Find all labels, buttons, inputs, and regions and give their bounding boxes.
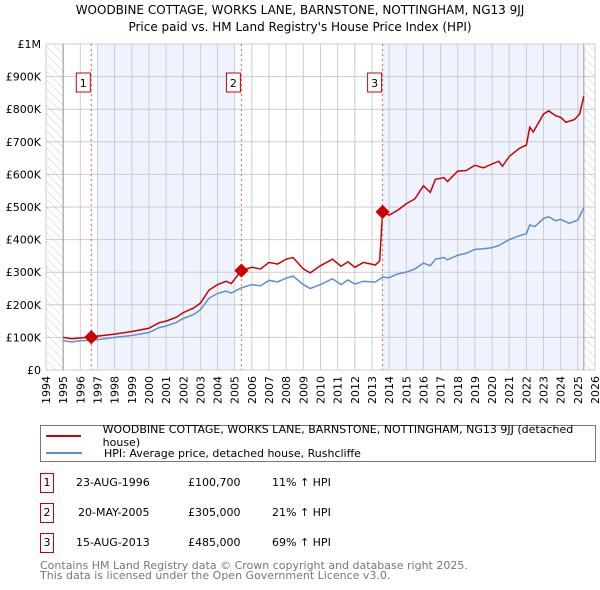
transaction-row: 3 15-AUG-2013 £485,000 69% ↑ HPI [40,533,440,553]
x-tick-label: 2025 [572,376,585,404]
transaction-date: 15-AUG-2013 [76,536,150,549]
transaction-row: 1 23-AUG-1996 £100,700 11% ↑ HPI [40,473,440,493]
x-tick-label: 2011 [332,376,345,404]
transaction-date: 20-MAY-2005 [78,506,150,519]
y-tick-label: £200K [6,299,42,312]
x-tick-label: 1994 [40,376,53,404]
x-tick-label: 2015 [400,376,413,404]
x-tick-label: 2007 [263,376,276,404]
transaction-number: 1 [40,473,54,493]
hpi-series-line [63,207,585,343]
footer-copyright: Contains HM Land Registry data © Crown c… [40,559,468,572]
x-tick-label: 2002 [177,376,190,404]
y-tick-label: £0 [27,364,41,377]
y-tick-label: £700K [6,136,42,149]
x-tick-label: 2021 [503,376,516,404]
chart-subtitle: Price paid vs. HM Land Registry's House … [128,20,472,34]
sale-label-box [367,72,383,93]
x-tick-label: 2016 [417,376,430,404]
footer-licence: This data is licensed under the Open Gov… [40,569,391,582]
y-tick-label: £300K [6,266,42,279]
chart-plot: 1994 1995 1996 1997 1998 1999 2000 2001 2002 2003… [6,38,600,404]
sale-label: 3 [371,77,378,90]
x-tick-label: 2014 [383,376,396,404]
x-tick-label: 2023 [538,376,551,404]
x-tick-label: 2017 [435,376,448,404]
y-tick-label: £600K [6,168,42,181]
x-tick-label: 2006 [246,376,259,404]
x-tick-label: 2009 [297,376,310,404]
sale-point [84,330,99,345]
transaction-number: 2 [40,503,54,523]
y-tick-label: £1M [18,38,42,51]
x-tick-label: 2012 [349,376,362,404]
x-tick-label: 1996 [74,376,87,404]
x-tick-label: 2024 [555,376,568,404]
legend-item-property: WOODBINE COTTAGE, WORKS LANE, BARNSTONE,… [41,423,595,449]
x-tick-label: 1999 [126,376,139,404]
sale-label-box [225,72,241,93]
x-tick-label: 1995 [57,376,70,404]
x-tick-label: 2018 [452,376,465,404]
transaction-price: £485,000 [188,536,241,549]
transaction-date: 23-AUG-1996 [76,476,150,489]
sale-label-box [75,72,91,93]
transaction-number: 3 [40,533,54,553]
x-tick-label: 2008 [280,376,293,404]
transaction-hpi: 11% ↑ HPI [272,476,331,489]
y-tick-label: £800K [6,103,42,116]
y-tick-label: £100K [6,331,42,344]
transaction-row: 2 20-MAY-2005 £305,000 21% ↑ HPI [40,503,440,523]
sale-point [234,263,249,278]
y-tick-label: £500K [6,201,42,214]
sale-label: 1 [80,77,87,90]
sale-label: 2 [230,77,237,90]
chart-legend: WOODBINE COTTAGE, WORKS LANE, BARNSTONE,… [40,423,596,462]
legend-label-hpi: HPI: Average price, detached house, Rush… [104,446,361,460]
x-tick-label: 2020 [486,376,499,404]
x-tick-label: 2019 [469,376,482,404]
x-tick-label: 2003 [194,376,207,404]
legend-swatch-blue [46,452,82,454]
x-tick-label: 1998 [109,376,122,404]
transaction-hpi: 69% ↑ HPI [272,536,331,549]
x-tick-label: 1997 [91,376,104,404]
transaction-hpi: 21% ↑ HPI [272,506,331,519]
x-tick-label: 2026 [589,376,600,404]
x-tick-label: 2013 [366,376,379,404]
x-tick-label: 2000 [143,376,156,404]
x-tick-label: 2022 [520,376,533,404]
legend-label-property: WOODBINE COTTAGE, WORKS LANE, BARNSTONE,… [102,423,574,449]
y-tick-label: £400K [6,234,42,247]
legend-swatch-red [46,435,81,437]
chart-title: WOODBINE COTTAGE, WORKS LANE, BARNSTONE,… [75,3,525,17]
x-tick-label: 2004 [212,376,225,404]
property-series-line [63,95,585,340]
transaction-price: £305,000 [188,506,241,519]
x-tick-label: 2005 [229,376,242,404]
transaction-price: £100,700 [188,476,241,489]
legend-item-hpi: HPI: Average price, detached house, Rush… [41,445,361,461]
x-tick-label: 2010 [315,376,328,404]
x-tick-label: 2001 [160,376,173,404]
y-tick-label: £900K [6,71,42,84]
sale-point [375,204,390,219]
